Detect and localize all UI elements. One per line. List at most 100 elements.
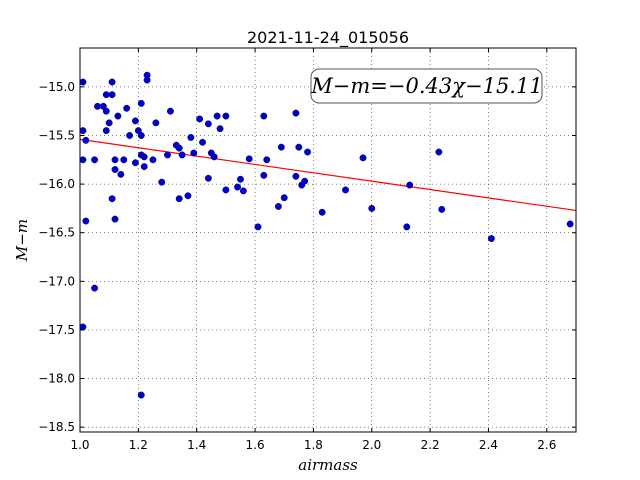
data-point: [222, 186, 230, 194]
data-point: [222, 112, 230, 120]
data-point: [204, 174, 212, 182]
data-point: [140, 153, 148, 161]
data-point: [245, 155, 253, 163]
data-point: [152, 119, 160, 127]
data-point: [254, 223, 262, 231]
x-tick-label: 2.2: [421, 438, 440, 452]
data-point: [108, 78, 116, 86]
data-point: [435, 148, 443, 156]
data-point: [368, 204, 376, 212]
annotation-text: M−m=−0.43χ−15.11: [310, 74, 542, 98]
y-tick-label: −17.5: [38, 323, 75, 337]
data-point: [178, 151, 186, 159]
data-point: [158, 178, 166, 186]
data-point: [166, 107, 174, 115]
data-point: [91, 284, 99, 292]
data-point: [295, 143, 303, 151]
data-point: [82, 136, 90, 144]
data-point: [123, 104, 131, 112]
data-point: [216, 125, 224, 133]
data-point: [79, 323, 87, 331]
data-point: [318, 208, 326, 216]
data-point: [210, 153, 218, 161]
y-tick-label: −17.0: [38, 274, 75, 288]
data-point: [82, 217, 90, 225]
data-point: [102, 127, 110, 135]
data-point: [263, 156, 271, 164]
x-tick-label: 1.6: [246, 438, 265, 452]
data-point: [131, 117, 139, 125]
data-point: [91, 156, 99, 164]
data-point: [114, 112, 122, 120]
data-point: [260, 171, 268, 179]
annotation-box: [310, 68, 543, 104]
data-point: [137, 391, 145, 399]
data-point: [260, 112, 268, 120]
x-tick-label: 2.6: [537, 438, 556, 452]
data-point: [117, 170, 125, 178]
data-point: [190, 149, 198, 157]
x-tick-label: 2.4: [479, 438, 498, 452]
data-point: [111, 166, 119, 173]
data-point: [277, 143, 285, 151]
grid-lines: [79, 48, 576, 432]
y-axis-ticks: −15.0 −15.5 −16.0 −16.5 −17.0 −17.5 −18.0 −18.5: [38, 80, 576, 434]
data-point: [403, 223, 411, 231]
y-tick-label: −15.0: [38, 80, 75, 94]
data-point: [292, 109, 300, 117]
y-tick-label: −15.5: [38, 128, 75, 142]
data-point: [213, 112, 221, 120]
data-point: [304, 148, 312, 156]
data-point: [406, 181, 414, 189]
data-point: [292, 172, 300, 180]
data-point: [126, 132, 134, 139]
data-point: [140, 163, 148, 171]
data-point: [102, 107, 110, 115]
data-point: [199, 138, 206, 146]
data-point: [111, 156, 119, 164]
x-tick-label: 1.2: [129, 438, 148, 452]
data-point: [196, 115, 204, 123]
data-point: [175, 144, 183, 152]
x-tick-label: 1.8: [304, 438, 323, 452]
data-point: [79, 156, 87, 164]
data-point: [175, 195, 183, 203]
data-point: [149, 156, 157, 164]
data-point: [234, 183, 242, 191]
x-axis-label: airmass: [298, 456, 358, 474]
data-point: [79, 78, 87, 86]
plot-frame: [79, 47, 577, 433]
data-point: [143, 76, 151, 84]
fit-line: [79, 138, 577, 212]
data-point: [359, 154, 367, 162]
data-point: [274, 203, 282, 210]
data-point: [342, 186, 349, 194]
data-point: [438, 205, 446, 213]
x-tick-label: 1.4: [187, 438, 206, 452]
data-point: [487, 235, 495, 242]
data-point: [111, 215, 119, 223]
y-tick-label: −18.5: [38, 420, 75, 434]
fit-line-group: [79, 138, 577, 212]
data-point: [94, 102, 101, 110]
data-point: [239, 187, 247, 195]
data-point: [108, 195, 116, 203]
equation-annotation: M−m=−0.43χ−15.11: [310, 68, 543, 104]
data-point: [108, 91, 116, 99]
data-point: [237, 175, 244, 183]
data-point: [102, 91, 110, 99]
data-point: [164, 151, 171, 159]
data-point: [204, 120, 212, 128]
y-axis-label: M−m: [13, 219, 31, 262]
x-axis-ticks: 1.0 1.2 1.4 1.6 1.8 2.0 2.2 2.4 2.6: [70, 48, 556, 452]
data-point: [301, 177, 309, 185]
data-point: [187, 133, 195, 141]
data-point: [566, 220, 574, 228]
data-point: [137, 132, 145, 139]
data-point: [184, 192, 192, 200]
data-point: [120, 156, 128, 164]
chart-title: 2021-11-24_015056: [247, 28, 409, 48]
data-point: [137, 99, 145, 107]
data-point: [105, 119, 113, 127]
